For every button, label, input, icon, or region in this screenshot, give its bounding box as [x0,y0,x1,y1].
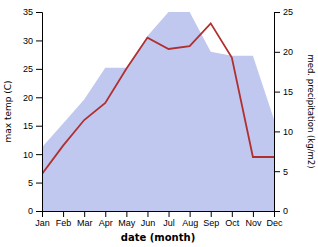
x-tick-label: Jul [163,218,175,228]
tick-mark [274,171,280,172]
y-tick-label: 5 [28,178,33,188]
tick-mark [274,52,280,53]
tick-mark [63,211,64,217]
tick-mark [36,12,42,13]
x-tick-label: Sep [203,218,219,228]
x-tick-label: Feb [56,218,72,228]
tick-mark [36,97,42,98]
tick-mark [274,131,280,132]
tick-mark [36,183,42,184]
tick-mark [105,211,106,217]
y-tick-label: 25 [23,64,33,74]
tick-mark [36,69,42,70]
tick: Apr [99,211,113,228]
tick: 35 [23,7,42,17]
tick: 15 [23,121,42,131]
tick: 25 [274,7,293,17]
tick-mark [274,211,280,212]
y2-axis-title: med. precipitation (kg/m2) [306,54,316,168]
tick: Jul [163,211,175,228]
tick: May [118,211,136,228]
tick: Dec [266,211,283,228]
tick-mark [36,154,42,155]
axis-line [36,13,43,212]
x-tick-label: Aug [182,218,198,228]
chart: JanFebMarAprMayJunJulAugSepOctNovDec0510… [0,0,318,247]
x-axis-title: date (month) [121,232,195,243]
x-tick-label: Dec [266,218,283,228]
tick-mark [253,211,254,217]
y2-tick-label: 5 [283,167,288,177]
y2-axis: 0 5 10 15 20 25 [274,7,293,216]
y-tick-label: 20 [23,93,33,103]
plot: JanFebMarAprMayJunJulAugSepOctNovDec0510… [23,7,293,228]
y-axis-title: max temp (C) [3,80,13,142]
tick: 30 [23,36,42,46]
x-tick-label: Jun [141,218,156,228]
tick-mark [36,211,42,212]
tick: 5 [28,178,42,188]
tick-mark [274,92,280,93]
x-tick-label: Oct [225,218,240,228]
axis-line [275,13,281,212]
tick: Feb [56,211,72,228]
line [42,23,274,174]
tick-mark [36,40,42,41]
tick: 20 [274,47,293,57]
marks [42,12,274,211]
tick-mark [36,126,42,127]
axis-line [43,212,275,218]
area [42,12,274,211]
tick: Nov [245,211,262,228]
y-tick-label: 0 [28,206,33,216]
x-axis: Jan Feb Mar Apr May Jun Jul Aug Sep Oct Nov Dec [35,211,283,228]
tick: 5 [274,167,288,177]
tick-mark [84,211,85,217]
y-tick-label: 35 [23,7,33,17]
y2-tick-label: 0 [283,206,288,216]
y-tick-label: 15 [23,121,33,131]
tick: 20 [23,93,42,103]
tick: Mar [77,211,93,228]
x-tick-label: Jan [35,218,50,228]
tick-mark [147,211,148,217]
tick: Aug [182,211,198,228]
x-tick-label: May [118,218,136,228]
tick-mark [274,12,280,13]
tick: Jun [141,211,156,228]
tick: 0 [28,206,42,216]
tick-mark [211,211,212,217]
tick-mark [126,211,127,217]
y-tick-label: 10 [23,150,33,160]
tick: 25 [23,64,42,74]
x-tick-label: Nov [245,218,262,228]
tick: Jan [35,211,50,228]
x-tick-label: Mar [77,218,93,228]
x-tick-label: Apr [99,218,113,228]
y2-tick-label: 10 [283,127,293,137]
tick: Sep [203,211,219,228]
tick-mark [232,211,233,217]
tick: 10 [274,127,293,137]
tick-mark [190,211,191,217]
y2-tick-label: 25 [283,7,293,17]
tick: 0 [274,206,288,216]
tick: Oct [225,211,240,228]
y2-tick-label: 15 [283,87,293,97]
tick-mark [169,211,170,217]
tick: 10 [23,150,42,160]
y-axis: 0 5 10 15 20 25 30 35 [23,7,43,216]
y2-tick-label: 20 [283,47,293,57]
y-tick-label: 30 [23,36,33,46]
tick: 15 [274,87,293,97]
